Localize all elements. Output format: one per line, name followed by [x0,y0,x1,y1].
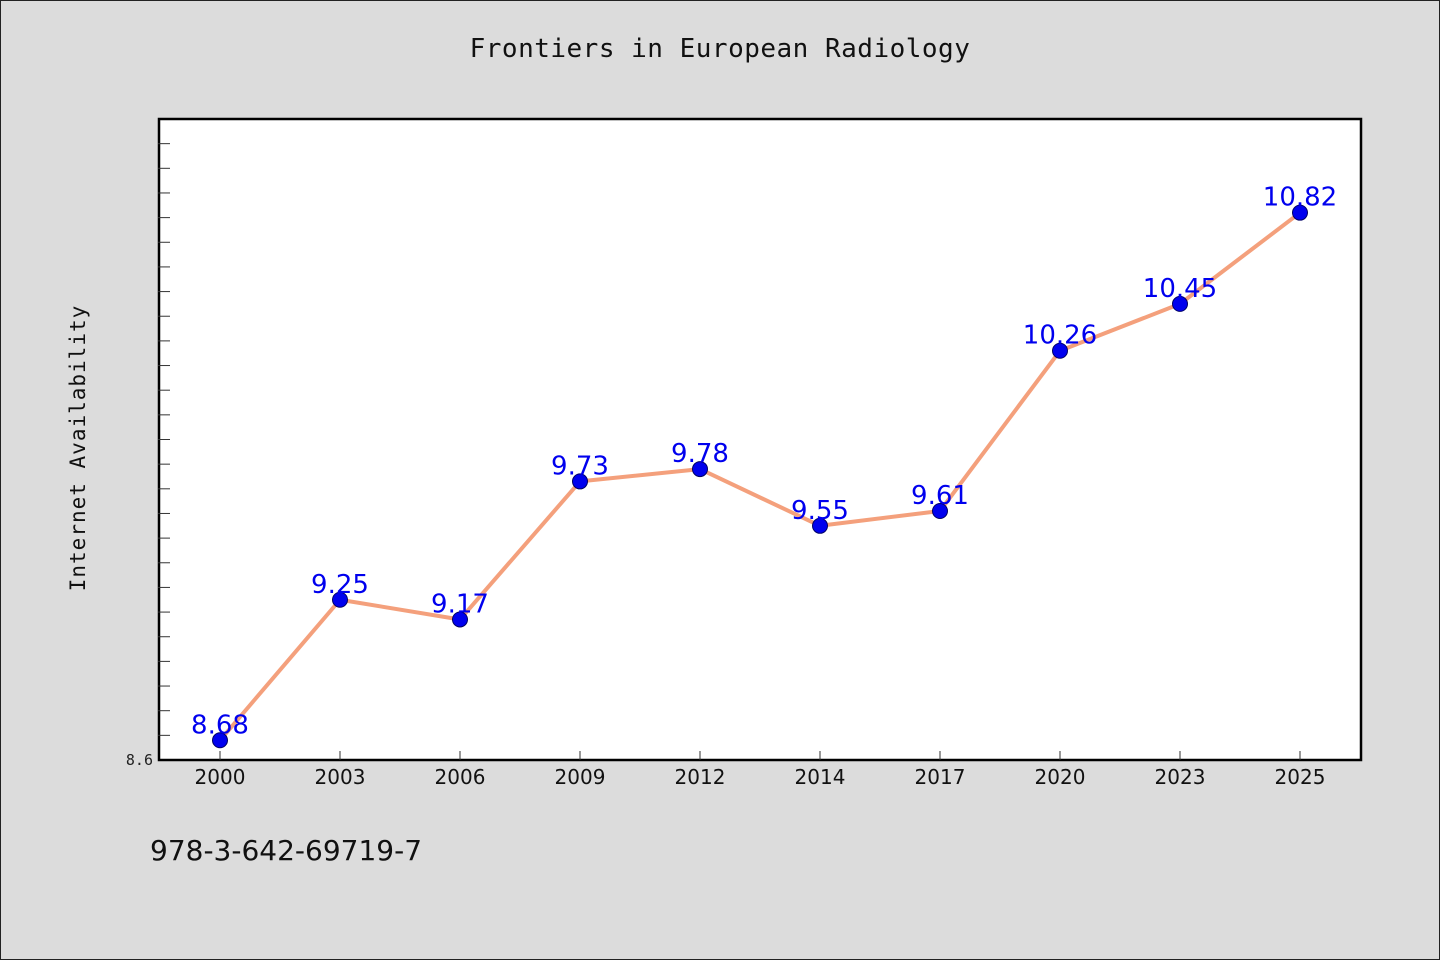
x-tick-label: 2014 [795,765,846,789]
x-tick-label: 2009 [555,765,606,789]
series-line [218,210,1302,743]
data-point [1172,295,1188,312]
data-point [1292,204,1308,221]
data-point [1052,342,1068,359]
data-label: 9.73 [551,451,609,481]
data-label: 8.68 [191,710,249,740]
data-label: 10.45 [1143,274,1217,304]
data-label: 9.55 [791,496,849,526]
x-tick-label: 2000 [195,765,246,789]
x-tick-label: 2020 [1035,765,1086,789]
isbn-text: 978-3-642-69719-7 [150,834,423,867]
data-point [212,732,228,749]
data-point [692,461,708,478]
data-label: 9.25 [311,570,369,600]
x-tick-label: 2025 [1275,765,1326,789]
x-tick-label: 2006 [435,765,486,789]
plot-area [157,117,1363,762]
x-tick-label: 2012 [675,765,726,789]
data-label: 9.61 [911,481,969,511]
y-tick-label: 8.6 [126,751,153,769]
chart-title: Frontiers in European Radiology [469,34,971,64]
data-point [572,473,588,490]
data-point [932,502,948,519]
data-label: 9.17 [431,589,489,619]
x-tick-label: 2003 [315,765,366,789]
data-label: 10.82 [1263,183,1337,213]
data-point [452,611,468,628]
data-label: 10.26 [1023,321,1097,351]
data-point [812,517,828,534]
data-label: 9.78 [671,439,729,469]
data-point [332,591,348,608]
x-tick-label: 2023 [1155,765,1206,789]
x-tick-label: 2017 [915,765,966,789]
